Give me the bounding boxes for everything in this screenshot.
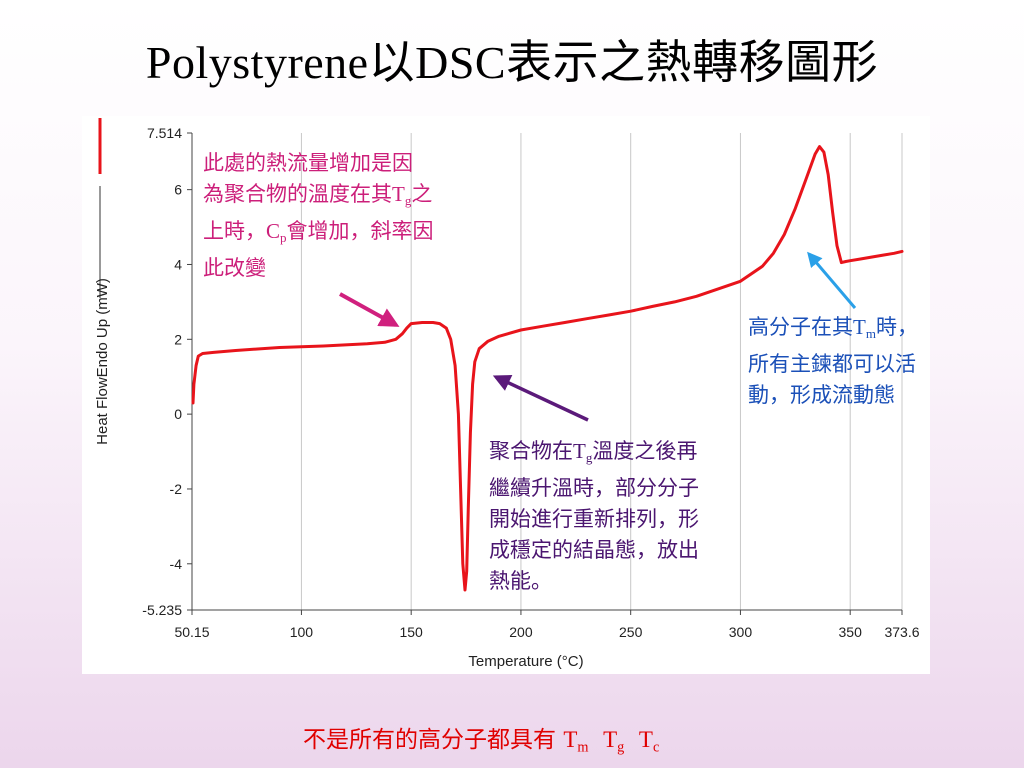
footer-t2-sub: g [617,739,625,756]
tm-annotation-line-1: 高分子在其Tm時， [748,312,918,349]
heat-flow-curve [191,145,904,592]
footer-t2: T [603,727,618,752]
x-axis-label: Temperature (°C) [468,653,583,670]
tc-annotation-line-2: 繼續升溫時，部分分子 [489,475,699,500]
title-latin-part: Polystyrene [145,37,369,88]
title-cjk-part-1: 以 [368,35,416,89]
tc-annotation-t: T [573,439,586,463]
tg-annotation-t-sub: g [404,192,412,208]
x-tick-label: 250 [619,624,643,640]
y-tick-label: -2 [170,481,183,497]
y-tick-label: 0 [174,406,182,422]
tc-annotation-line-3: 開始進行重新排列，形 [489,506,699,531]
series-layer [191,145,904,592]
tg-annotation-line-3: 上時，Cp會增加，斜率因 [203,216,434,253]
tm-annotation-line-3: 動，形成流動態 [748,382,895,407]
x-tick-label: 150 [399,624,423,640]
x-tick-label: 100 [290,624,314,640]
y-axis-label: Heat FlowEndo Up (mW) [94,278,111,445]
y-tick-label: 7.514 [147,125,182,141]
grid-layer [300,133,903,610]
y-tick-label: 2 [174,331,182,347]
tg-annotation-line-3-b: 會增加，斜率因 [286,218,434,243]
dsc-chart-svg: 7.514 6 4 2 0 -2 -4 -5.235 50.15 100 150 200 250 300 3… [94,118,920,670]
y-tick-label: 6 [174,182,182,198]
tm-annotation-line-1-b: 時， [875,315,918,339]
x-tick-label: 50.15 [174,624,209,640]
title-cjk-part-2: 表示之熱轉移圖形 [506,35,879,89]
footer-note-text: 不是所有的高分子都具有 [303,727,556,753]
tg-annotation: 此處的熱流量增加是因 為聚合物的溫度在其Tg之 上時，Cp會增加，斜率因 此改變 [203,148,434,284]
tc-annotation-line-1: 聚合物在Tg溫度之後再 [489,436,699,473]
tc-annotation-t-sub: g [585,449,593,465]
tm-annotation: 高分子在其Tm時， 所有主鍊都可以活 動，形成流動態 [748,312,918,411]
x-tick-label: 200 [509,624,533,640]
x-tick-label: 350 [839,624,863,640]
footer-t1-sub: m [577,739,589,756]
tg-annotation-c-sub: p [280,229,287,245]
x-tick-label: 300 [729,624,753,640]
tg-annotation-line-2-b: 之 [411,182,433,206]
tc-annotation: 聚合物在Tg溫度之後再 繼續升溫時，部分分子 開始進行重新排列，形 成穩定的結晶… [489,436,699,597]
tm-annotation-line-2: 所有主鍊都可以活 [748,351,916,376]
tg-annotation-line-2: 為聚合物的溫度在其Tg之 [203,179,434,216]
tg-annotation-line-4: 此改變 [203,255,266,280]
axis-layer [191,133,902,611]
tc-annotation-line-4: 成穩定的結晶態，放出 [489,537,699,562]
x-tick-label: 373.6 [884,624,919,640]
tick-label-layer: 7.514 6 4 2 0 -2 -4 -5.235 50.15 100 150 200 250 300 3… [142,125,919,640]
y-tick-label: 4 [174,256,182,272]
footer-t3: T [638,727,653,752]
title-latin-part-2: DSC [415,37,507,88]
footer-t3-sub: c [652,739,660,756]
tg-annotation-c: C [266,218,281,243]
tg-annotation-line-3-a: 上時， [203,218,266,243]
tg-annotation-t: T [392,182,405,206]
tc-annotation-line-1-a: 聚合物在 [489,439,573,463]
tg-annotation-line-2-a: 為聚合物的溫度在其 [203,182,392,206]
footer-note: 不是所有的高分子都具有 Tm Tg Tc [303,720,659,756]
tm-annotation-line-1-a: 高分子在其 [748,315,853,339]
tm-annotation-t-sub: m [865,325,876,341]
y-tick-label: -5.235 [142,602,182,618]
tm-annotation-t: T [853,315,866,339]
slide-title: Polystyrene以DSC表示之熱轉移圖形 [0,26,1024,92]
tc-annotation-line-1-b: 溫度之後再 [592,439,698,463]
y-tick-label: -4 [170,556,183,572]
tg-annotation-line-1: 此處的熱流量增加是因 [203,151,413,175]
tc-annotation-line-5: 熱能。 [489,568,552,593]
footer-t1: T [563,727,578,752]
